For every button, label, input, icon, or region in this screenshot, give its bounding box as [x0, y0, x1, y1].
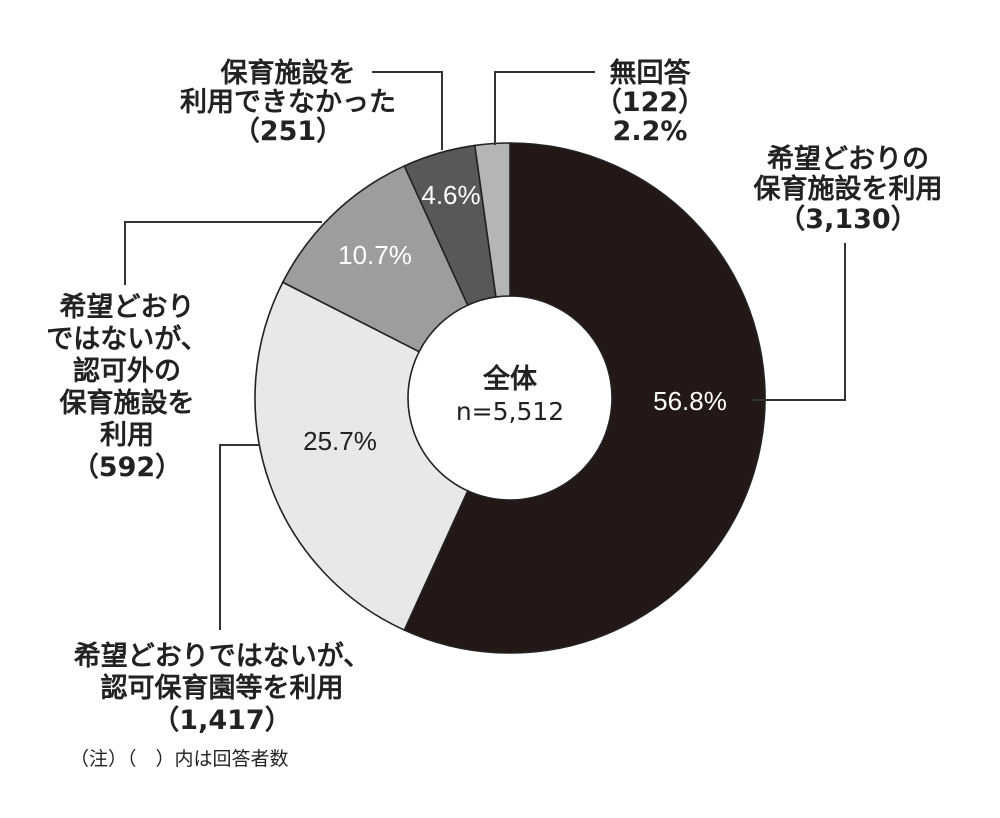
leader-line-0: [752, 243, 846, 401]
category-label-0-line-1: 保育施設を利用: [753, 173, 943, 205]
center-sublabel: n=5,512: [456, 397, 564, 426]
category-label-0-line-0: 希望どおりの: [767, 144, 929, 175]
percent-label-0: 56.8%: [653, 386, 727, 416]
leader-line-4: [494, 71, 595, 145]
leader-line-1: [219, 444, 260, 630]
labels-group: 56.8%25.7%10.7%4.6%希望どおりの保育施設を利用（3,130）希…: [46, 57, 942, 736]
count-label-2: （592）: [72, 452, 182, 483]
count-label-0: （3,130）: [778, 204, 917, 235]
center-label: 全体: [482, 363, 538, 395]
category-label-2-line-1: ではないが、: [46, 323, 207, 355]
category-label-2-line-4: 利用: [100, 420, 154, 451]
percent-label-4: 2.2%: [613, 116, 688, 147]
slice-1: [254, 281, 469, 632]
count-label-4: （122）: [595, 87, 705, 118]
percent-label-1: 25.7%: [303, 426, 377, 456]
percent-label-2: 10.7%: [338, 240, 412, 270]
category-label-4-line-0: 無回答: [610, 57, 692, 89]
category-label-3-line-0: 保育施設を: [220, 57, 356, 89]
category-label-1-line-1: 認可保育園等を利用: [101, 672, 344, 704]
category-label-2-line-2: 認可外の: [73, 355, 181, 387]
leader-line-2: [124, 221, 322, 285]
slice-0: [403, 142, 766, 654]
count-label-1: （1,417）: [152, 705, 291, 736]
leader-lines-group: [124, 71, 846, 630]
category-label-2-line-0: 希望どおり: [60, 292, 195, 323]
slice-4: [473, 142, 511, 298]
percent-label-3: 4.6%: [421, 180, 480, 210]
slices-group: [254, 142, 766, 654]
count-label-3: （251）: [233, 116, 343, 147]
category-label-2-line-3: 保育施設を: [59, 387, 195, 419]
category-label-3-line-1: 利用できなかった: [180, 87, 396, 118]
leader-line-3: [372, 71, 443, 150]
footnote: （注）（ ）内は回答者数: [70, 748, 289, 770]
category-label-1-line-0: 希望どおりではないが、: [74, 640, 370, 672]
